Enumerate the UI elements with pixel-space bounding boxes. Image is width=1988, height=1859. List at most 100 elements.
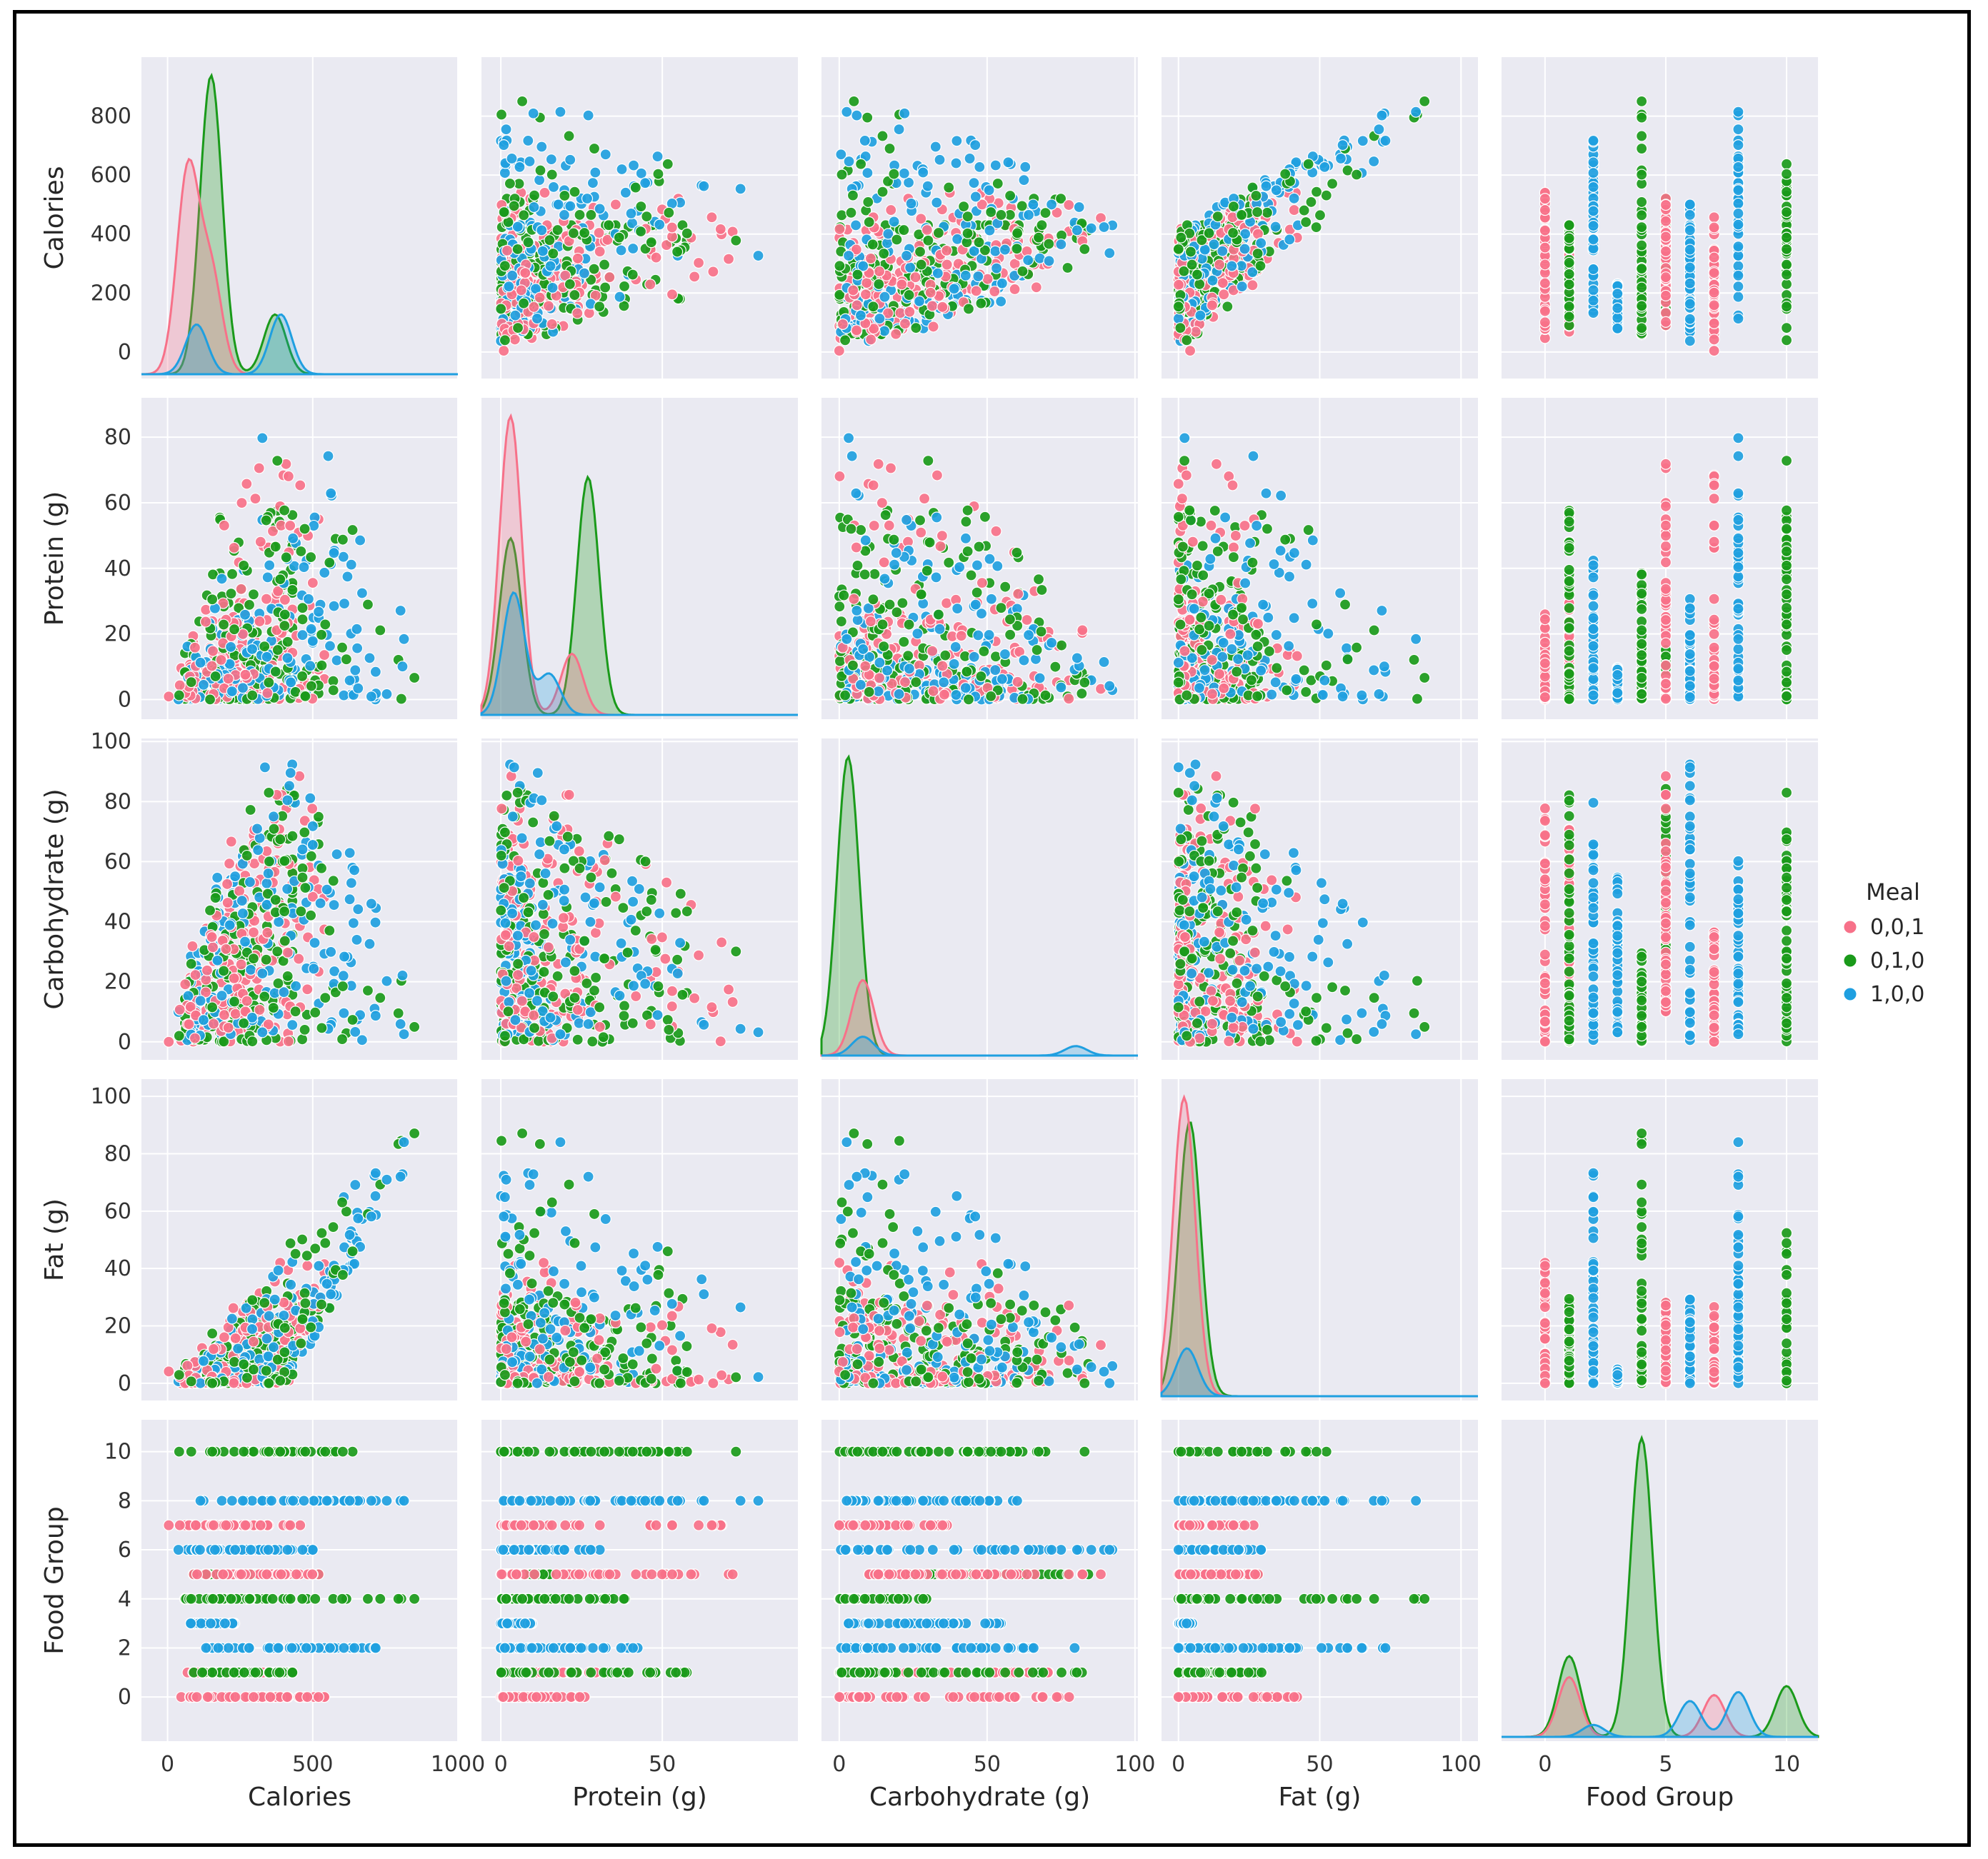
y-tick-label: 20 [104,970,131,995]
scatter-point [352,682,364,694]
scatter-point [845,206,857,219]
scatter-point [883,519,895,531]
scatter-point [1376,109,1388,121]
scatter-point [369,1010,381,1022]
scatter-point [615,244,627,256]
scatter-point [1071,652,1083,664]
scatter-point [1260,487,1272,499]
scatter-point [975,297,987,309]
scatter-point [206,931,218,943]
scatter-point [968,651,980,663]
scatter-point [1055,239,1067,251]
scatter-point [879,508,891,521]
scatter-point [1732,633,1744,645]
scatter-point [1079,676,1091,688]
scatter-point [898,167,910,179]
panel-1-4 [1502,398,1818,719]
scatter-point [244,803,256,816]
scatter-point [545,154,557,166]
scatter-point [1019,161,1032,173]
scatter-point [893,688,905,701]
scatter-point [1587,662,1599,674]
scatter-point [515,284,527,296]
scatter-point [1021,613,1033,626]
scatter-point [285,676,297,688]
scatter-point [189,641,201,653]
scatter-point [1012,227,1024,239]
scatter-point [588,142,601,155]
scatter-point [344,847,356,859]
scatter-point [1079,243,1091,255]
scatter-point [671,246,684,258]
scatter-point [1310,221,1322,234]
scatter-point [325,487,337,499]
scatter-point [1231,666,1243,678]
scatter-point [891,234,903,246]
scatter-point [1587,306,1599,319]
scatter-point [1227,201,1239,213]
scatter-point [1708,593,1720,605]
scatter-point [1732,432,1744,444]
scatter-point [309,937,321,949]
scatter-point [1184,246,1197,258]
scatter-point [898,636,910,648]
scatter-point [588,263,600,275]
scatter-point [324,556,336,568]
scatter-point [324,640,336,652]
scatter-point [1659,530,1672,542]
scatter-point [1244,537,1257,549]
scatter-point [499,167,511,179]
scatter-point [1262,611,1274,623]
scatter-point [1334,587,1347,599]
scatter-point [281,970,294,982]
scatter-point [862,196,874,209]
scatter-point [1337,691,1349,703]
scatter-point [841,633,853,645]
scatter-point [1302,523,1314,536]
scatter-point [1780,690,1793,702]
scatter-point [876,130,889,142]
scatter-point [1172,478,1184,490]
scatter-point [225,588,237,600]
scatter-point [338,1007,350,1019]
scatter-point [1032,573,1045,586]
scatter-point [1684,209,1696,221]
scatter-point [961,504,974,516]
scatter-point [639,177,651,189]
scatter-point [1780,231,1793,244]
scatter-point [873,278,885,291]
y-axis-label: Carbohydrate (g) [40,788,69,1009]
scatter-point [1636,322,1648,334]
scatter-point [1684,261,1696,274]
scatter-point [932,226,945,239]
scatter-point [1636,624,1648,636]
y-tick-label: 0 [118,1030,131,1055]
scatter-point [1045,636,1058,649]
scatter-point [536,224,548,236]
scatter-point [256,1026,269,1038]
scatter-point [1300,558,1312,571]
scatter-point [1039,207,1052,219]
scatter-point [252,844,264,856]
scatter-point [1203,620,1215,632]
scatter-point [1302,158,1314,170]
scatter-point [369,666,381,678]
scatter-point [1320,189,1332,201]
scatter-point [689,271,701,283]
scatter-point [546,281,559,294]
y-axis-label: Food Group [40,1506,69,1654]
scatter-point [498,206,510,219]
scatter-point [989,664,1002,676]
scatter-point [1036,583,1048,596]
scatter-point [296,843,309,856]
scatter-point [594,246,606,258]
scatter-point [904,261,916,274]
scatter-point [392,1007,404,1019]
scatter-point [836,318,849,330]
scatter-point [734,183,746,195]
scatter-Calories-vs-Protein (g) [495,95,764,357]
scatter-point [921,224,933,236]
scatter-point [914,246,926,258]
scatter-point [1226,260,1238,272]
scatter-point [1708,536,1720,548]
